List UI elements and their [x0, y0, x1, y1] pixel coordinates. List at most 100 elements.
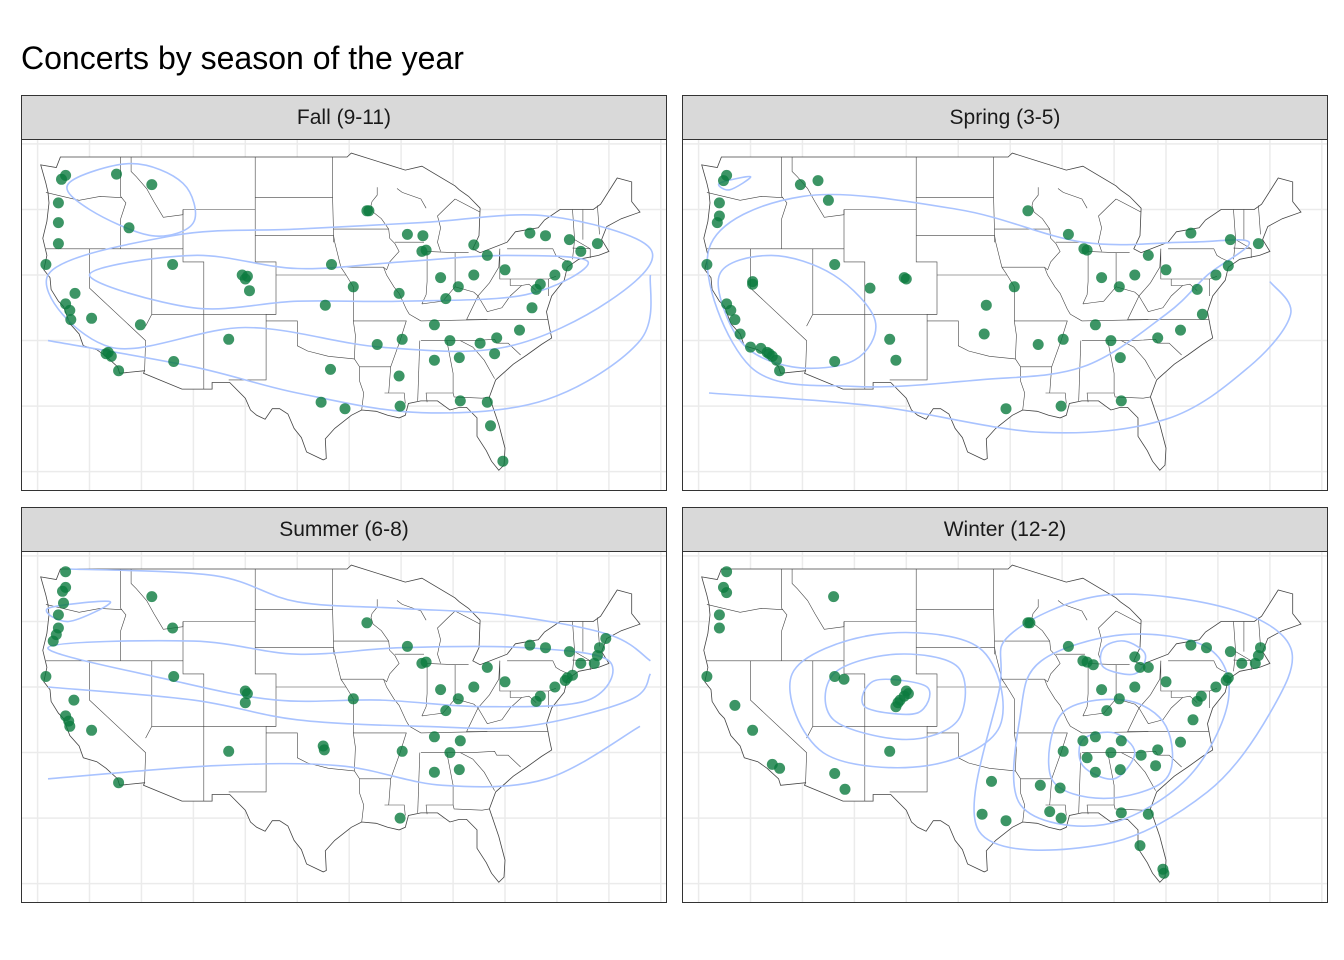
- state-border: [1116, 660, 1162, 709]
- concert-point: [167, 259, 179, 270]
- concert-point: [1057, 333, 1069, 345]
- concert-point: [481, 661, 493, 673]
- concert-point: [52, 609, 64, 621]
- state-border: [120, 157, 127, 249]
- concert-point: [1224, 646, 1236, 658]
- concert-point: [223, 745, 235, 757]
- concert-point: [326, 259, 337, 270]
- state-border: [455, 248, 501, 297]
- concert-point: [591, 238, 603, 250]
- concert-point: [1101, 705, 1113, 717]
- concert-point: [864, 282, 876, 294]
- concert-point: [86, 312, 98, 324]
- concert-point: [65, 314, 77, 326]
- state-border: [417, 752, 421, 813]
- state-border: [396, 600, 427, 621]
- concert-point: [105, 350, 117, 362]
- concert-point: [1222, 260, 1234, 272]
- concert-point: [64, 720, 76, 732]
- state-border: [130, 569, 184, 630]
- concert-point: [898, 272, 910, 284]
- state-border: [466, 295, 488, 320]
- concert-points: [40, 566, 612, 824]
- state-border: [509, 279, 522, 286]
- concert-point: [563, 646, 575, 658]
- map-svg: [22, 552, 666, 902]
- map-svg: [22, 140, 666, 490]
- state-border: [791, 569, 845, 630]
- concert-point: [428, 319, 440, 331]
- state-border: [455, 660, 501, 709]
- state-border: [460, 340, 495, 379]
- state-border: [1070, 314, 1209, 322]
- state-border: [1138, 283, 1198, 313]
- density-contour: [824, 653, 967, 741]
- state-border: [1168, 660, 1230, 675]
- concert-point: [361, 617, 373, 629]
- concert-point: [420, 656, 432, 668]
- state-border: [45, 192, 122, 201]
- density-contour: [45, 214, 654, 353]
- concert-point: [829, 259, 841, 270]
- concert-point: [1157, 863, 1169, 875]
- concert-point: [721, 587, 733, 599]
- concert-point: [440, 293, 452, 305]
- concert-point: [1105, 335, 1117, 347]
- state-border: [1138, 695, 1198, 725]
- concert-point: [371, 339, 383, 350]
- state-borders: [45, 569, 600, 823]
- concert-point: [978, 328, 990, 340]
- concert-point: [1191, 283, 1203, 295]
- concert-point: [1113, 281, 1125, 293]
- concert-point: [1089, 319, 1101, 331]
- concert-point: [530, 695, 542, 707]
- state-border: [370, 599, 410, 727]
- concert-point: [594, 642, 605, 654]
- density-contour: [1078, 731, 1136, 780]
- concert-point: [481, 396, 493, 408]
- concert-point: [1196, 308, 1208, 320]
- state-border: [1082, 252, 1117, 305]
- concert-point: [499, 676, 511, 688]
- concert-point: [729, 314, 741, 326]
- concert-point: [1055, 400, 1067, 412]
- concert-point: [1175, 736, 1186, 748]
- concert-point: [1252, 238, 1264, 250]
- state-border: [477, 695, 537, 725]
- concert-point: [52, 238, 64, 250]
- concert-point: [774, 365, 786, 377]
- density-contours: [789, 593, 1294, 851]
- state-border: [1070, 726, 1209, 734]
- state-border: [1086, 340, 1115, 403]
- concert-point: [1096, 272, 1108, 284]
- concert-point: [1096, 684, 1108, 696]
- state-border: [1121, 752, 1156, 791]
- state-border: [409, 726, 548, 734]
- density-contour: [708, 281, 1292, 434]
- concert-point: [890, 675, 902, 686]
- concert-point: [1054, 782, 1066, 794]
- concert-point: [1032, 339, 1044, 350]
- concert-point: [52, 197, 64, 209]
- concert-point: [86, 724, 98, 736]
- concert-point: [134, 319, 146, 331]
- concert-point: [526, 302, 538, 314]
- concert-point: [1210, 269, 1222, 281]
- concert-point: [401, 640, 413, 652]
- concert-point: [774, 762, 786, 774]
- density-contours: [45, 568, 652, 788]
- concert-point: [1185, 227, 1197, 239]
- state-border: [454, 610, 481, 625]
- concert-point: [1114, 352, 1126, 364]
- density-contour: [88, 254, 589, 310]
- concert-point: [721, 566, 733, 578]
- concert-point: [393, 370, 405, 382]
- state-border: [89, 248, 146, 371]
- concert-point: [1022, 205, 1034, 217]
- map-area: [22, 552, 666, 902]
- concert-point: [315, 396, 327, 408]
- state-border: [806, 660, 814, 739]
- concert-point: [401, 228, 413, 240]
- concert-point: [1089, 731, 1101, 743]
- concert-point: [1129, 681, 1141, 693]
